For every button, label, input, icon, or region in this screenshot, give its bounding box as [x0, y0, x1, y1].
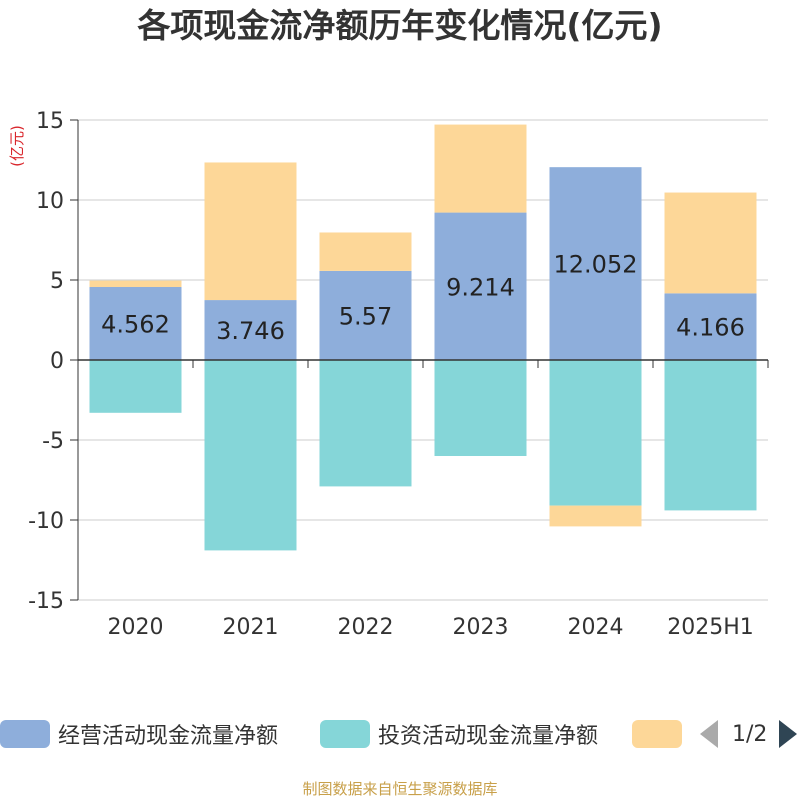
legend-page-indicator: 1/2	[732, 721, 768, 747]
bar-operating	[204, 300, 297, 360]
data-label-operating: 3.746	[216, 317, 285, 345]
x-tick-label: 2020	[108, 615, 164, 640]
legend-swatch-investing	[320, 720, 370, 748]
bar-financing	[89, 280, 182, 288]
bar-operating	[664, 293, 757, 360]
next-page-arrow-icon[interactable]	[779, 720, 798, 748]
legend-swatch-financing	[632, 720, 682, 748]
x-tick-label: 2022	[338, 615, 394, 640]
x-tick-label: 2024	[568, 615, 624, 640]
prev-page-arrow-icon[interactable]	[700, 720, 718, 748]
data-source-note: 制图数据来自恒生聚源数据库	[302, 780, 498, 798]
bar-financing	[664, 192, 757, 294]
bar-investing	[319, 360, 412, 487]
y-axis-unit-label: (亿元)	[8, 125, 26, 167]
bar-financing	[319, 232, 412, 271]
legend-label-operating: 经营活动现金流量净额	[58, 724, 279, 749]
y-tick-label: -5	[42, 429, 64, 454]
data-label-operating: 12.052	[554, 251, 638, 279]
bar-operating	[434, 212, 527, 360]
y-tick-label: 5	[50, 269, 64, 294]
y-tick-label: -10	[28, 509, 64, 534]
y-tick-label: 15	[36, 109, 64, 134]
data-label-operating: 5.57	[339, 302, 392, 330]
data-label-operating: 4.562	[101, 311, 170, 339]
x-tick-label: 2021	[223, 615, 279, 640]
legend-pager: 1/2	[700, 716, 798, 752]
x-tick-label: 2023	[453, 615, 509, 640]
bar-investing	[549, 360, 642, 506]
legend-item-operating[interactable]: 经营活动现金流量净额	[0, 716, 278, 752]
bar-financing	[204, 162, 297, 301]
y-tick-label: -15	[28, 589, 64, 614]
legend-label-investing: 投资活动现金流量净额	[378, 724, 599, 749]
y-tick-label: 10	[36, 189, 64, 214]
chart-title: 各项现金流净额历年变化情况(亿元)	[137, 6, 663, 45]
data-label-operating: 9.214	[446, 273, 515, 301]
bar-operating	[89, 287, 182, 360]
legend-item-investing[interactable]: 投资活动现金流量净额	[320, 716, 598, 752]
x-tick-label: 2025H1	[667, 615, 754, 640]
legend-swatch-operating	[0, 720, 50, 748]
bar-investing	[664, 360, 757, 511]
bar-investing	[89, 360, 182, 413]
bar-financing	[549, 505, 642, 527]
bar-operating	[319, 270, 412, 360]
data-label-operating: 4.166	[676, 314, 745, 342]
legend-item-financing[interactable]	[632, 716, 682, 752]
bar-investing	[434, 360, 527, 456]
bar-operating	[549, 167, 642, 360]
bar-financing	[434, 124, 527, 213]
bar-investing	[204, 360, 297, 551]
y-tick-label: 0	[50, 349, 64, 374]
legend: 经营活动现金流量净额 投资活动现金流量净额 1/2	[0, 716, 800, 752]
